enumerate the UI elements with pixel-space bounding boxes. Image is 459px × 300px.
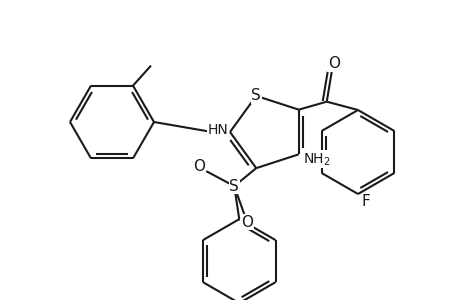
Text: S: S (229, 178, 239, 194)
Text: O: O (327, 56, 339, 71)
Text: S: S (251, 88, 261, 104)
Text: HN: HN (207, 123, 228, 137)
Text: O: O (193, 159, 205, 174)
Text: NH$_2$: NH$_2$ (302, 151, 330, 167)
Text: F: F (361, 194, 369, 209)
Text: O: O (241, 214, 253, 230)
